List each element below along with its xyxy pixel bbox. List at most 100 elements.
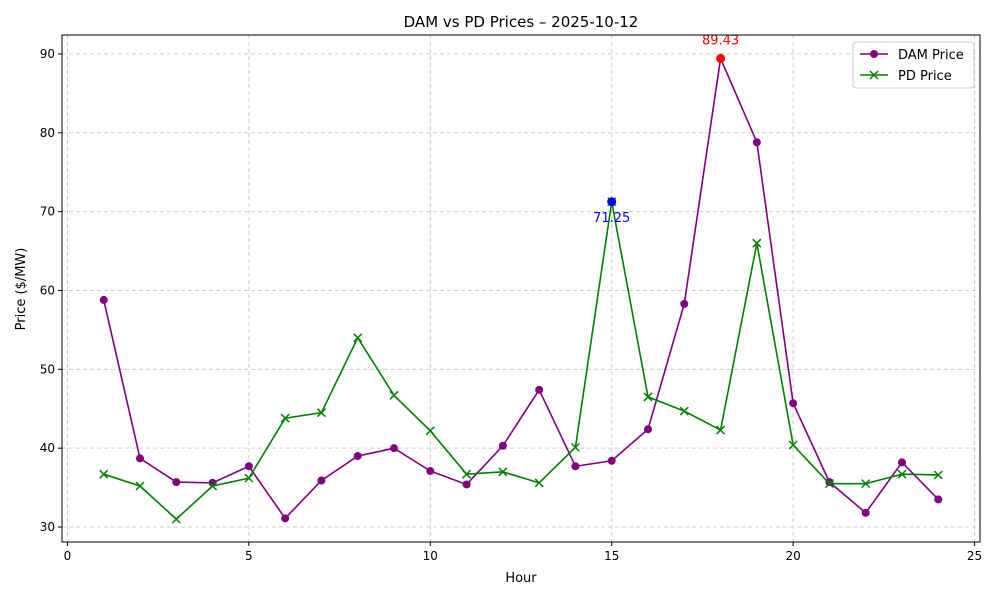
pd-price-point (861, 479, 871, 489)
legend-label-dam-price: DAM Price (898, 48, 964, 63)
x-marker-stroke (280, 413, 290, 423)
grid (62, 35, 980, 542)
dam-price-point (861, 508, 870, 517)
pd-price-point (788, 440, 798, 450)
dam-price-point (643, 425, 652, 434)
dam-price-point (426, 467, 435, 476)
pd-price-point (389, 390, 399, 400)
x-marker-stroke (353, 333, 363, 343)
dam-price-point (172, 478, 181, 487)
dam-price-point (390, 444, 399, 453)
dam-price-point (136, 454, 145, 463)
dam-price-point (462, 480, 471, 489)
x-marker-stroke (861, 479, 871, 489)
pd-price-point (353, 333, 363, 343)
x-marker-stroke (788, 440, 798, 450)
pd-price-point (135, 481, 145, 491)
x-marker-stroke (498, 467, 508, 477)
x-marker-stroke (462, 469, 472, 479)
dam-price-point (535, 385, 544, 394)
dam-price-point (897, 458, 906, 467)
x-marker-stroke (716, 425, 726, 435)
dam-price-point (353, 452, 362, 461)
x-marker-stroke (679, 406, 689, 416)
pd-price-point (208, 481, 218, 491)
dam-price-point (244, 462, 253, 471)
ticks: 0 5 10 15 20 25 30 40 50 60 70 80 90 (40, 47, 982, 563)
plot-frame (61, 34, 981, 543)
pd-price-point (643, 392, 653, 402)
series-layer (99, 54, 943, 524)
dam-price-point (317, 476, 326, 485)
legend-label-pd-price: PD Price (898, 69, 952, 84)
dam-price-line (102, 55, 939, 520)
annotation-label: 89.43 (702, 33, 739, 48)
y-tick-label: 70 (40, 205, 55, 219)
x-marker-stroke (897, 469, 907, 479)
pd-price-point (316, 408, 326, 418)
pd-price-point (498, 467, 508, 477)
dam-price-point (607, 456, 616, 465)
pd-price-point (570, 442, 580, 452)
pd-price-point (462, 469, 472, 479)
x-marker-stroke (99, 469, 109, 479)
x-marker-stroke (933, 470, 943, 480)
pd-price-point (244, 473, 254, 483)
pd-price-point (534, 478, 544, 488)
y-tick-label: 40 (40, 441, 55, 455)
highlight-point (607, 197, 617, 207)
x-marker-stroke (316, 408, 326, 418)
x-axis-label: Hour (505, 571, 537, 586)
dam-price-point (680, 299, 689, 308)
dam-price-point (571, 462, 580, 471)
x-marker-stroke (824, 479, 834, 489)
pd-price-line (103, 201, 939, 521)
x-marker-stroke (534, 478, 544, 488)
x-tick-label: 0 (64, 549, 72, 563)
x-marker-stroke (425, 426, 435, 436)
y-tick-label: 60 (40, 283, 55, 297)
y-tick-label: 50 (40, 362, 55, 376)
legend: DAM Price PD Price (852, 41, 975, 89)
x-marker-stroke (570, 442, 580, 452)
dam-price-point (281, 514, 290, 523)
pd-price-point (933, 470, 943, 480)
x-marker-stroke (244, 473, 254, 483)
chart-title: DAM vs PD Prices – 2025-10-12 (404, 13, 639, 31)
dam-price-point (99, 295, 108, 304)
dam-price-point (752, 138, 761, 147)
x-tick-label: 25 (967, 549, 982, 563)
pd-price-point (716, 425, 726, 435)
x-marker-stroke (869, 70, 879, 80)
x-marker-stroke (752, 238, 762, 248)
pd-price-point (280, 413, 290, 423)
legend-marker-dam-price (870, 50, 878, 58)
x-tick-label: 20 (785, 549, 800, 563)
x-marker-stroke (135, 481, 145, 491)
pd-price-point (171, 514, 181, 524)
annotation-label: 71.25 (593, 211, 630, 226)
x-tick-label: 15 (604, 549, 619, 563)
dam-price-point (934, 495, 943, 504)
highlight-point (716, 53, 726, 63)
y-tick-label: 30 (40, 520, 55, 534)
dam-price-point (789, 399, 798, 408)
legend-marker-pd-price (869, 70, 879, 80)
x-tick-label: 5 (245, 549, 253, 563)
pd-price-point (897, 469, 907, 479)
y-tick-label: 80 (40, 126, 55, 140)
x-marker-stroke (643, 392, 653, 402)
dam-price-point (498, 441, 507, 450)
dam-price-point (825, 478, 834, 487)
x-marker-stroke (208, 481, 218, 491)
pd-price-point (425, 426, 435, 436)
x-tick-label: 10 (423, 549, 438, 563)
pd-price-point (99, 469, 109, 479)
y-tick-label: 90 (40, 47, 55, 61)
x-marker-stroke (171, 514, 181, 524)
y-axis-label: Price ($/MW) (14, 248, 29, 331)
x-marker-stroke (389, 390, 399, 400)
pd-price-point (679, 406, 689, 416)
pd-price-point (752, 238, 762, 248)
